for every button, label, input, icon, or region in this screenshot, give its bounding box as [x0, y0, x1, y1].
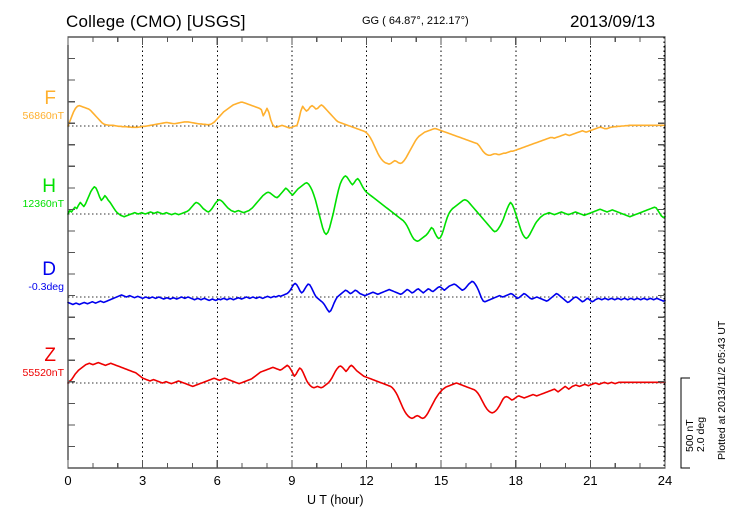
- component-value-f: 56860nT: [22, 110, 64, 122]
- trace-layer: [67, 101, 666, 420]
- x-tick-label: 9: [288, 473, 296, 488]
- component-letter-d: D: [42, 259, 56, 280]
- x-axis-title: U T (hour): [307, 493, 364, 507]
- scale-bar-bracket: [680, 377, 690, 469]
- observation-date: 2013/09/13: [570, 12, 656, 31]
- component-value-h: 12360nT: [22, 198, 64, 210]
- component-letter-h: H: [42, 176, 56, 197]
- x-tick-label: 3: [139, 473, 147, 488]
- geographic-coordinates: GG ( 64.87°, 212.17°): [362, 15, 469, 27]
- x-tick-label: 12: [359, 473, 374, 488]
- component-value-z: 55520nT: [22, 367, 64, 379]
- component-letter-f: F: [44, 88, 56, 109]
- grid-layer: [142, 37, 665, 468]
- page-title: College (CMO) [USGS]: [66, 12, 246, 31]
- x-tick-label: 0: [64, 473, 72, 488]
- component-label-d: D -0.3deg: [0, 259, 64, 293]
- component-letter-z: Z: [44, 345, 56, 366]
- plotted-timestamp: Plotted at 2013/11/2 05:43 UT: [716, 320, 728, 460]
- x-tick-label: 18: [508, 473, 523, 488]
- x-tick-label: 21: [583, 473, 598, 488]
- component-value-d: -0.3deg: [28, 281, 64, 293]
- x-tick-label: 24: [657, 473, 673, 488]
- component-label-z: Z 55520nT: [0, 345, 64, 379]
- scale-bar-deg-label: 2.0 deg: [695, 416, 707, 452]
- x-tick-label: 15: [433, 473, 449, 488]
- plot-frame: [67, 36, 666, 469]
- x-tick-label: 6: [213, 473, 221, 488]
- component-label-h: H 12360nT: [0, 176, 64, 210]
- component-label-f: F 56860nT: [0, 88, 64, 122]
